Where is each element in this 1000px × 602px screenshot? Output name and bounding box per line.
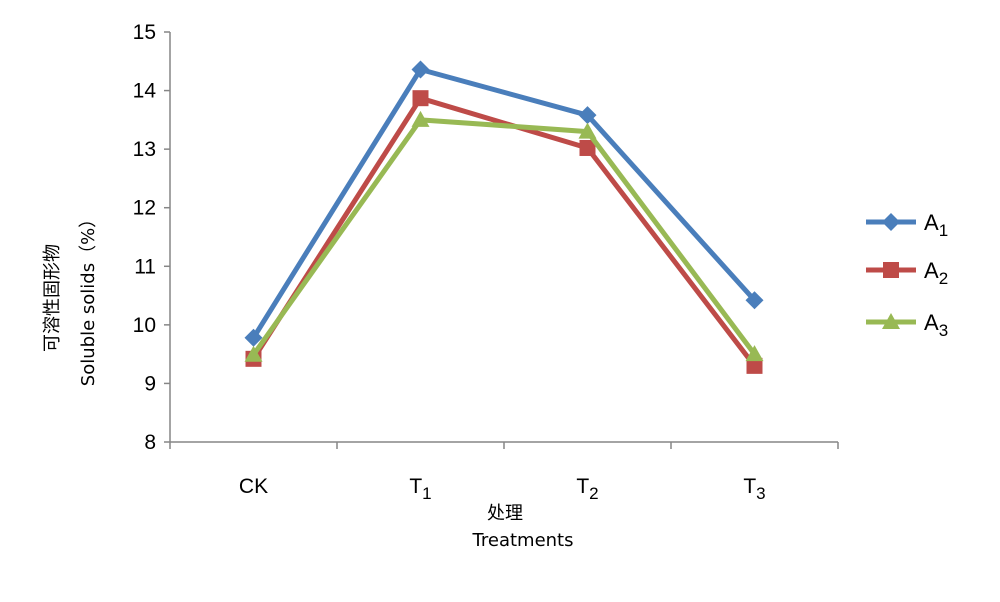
series-line-A2 (251, 95, 757, 368)
series-A1 (244, 60, 764, 347)
legend-label: A3 (924, 310, 948, 340)
x-tick-label: T1 (409, 475, 431, 503)
data-point-A3-CK (244, 345, 263, 362)
legend-item-A3: A3 (866, 310, 948, 340)
series-A3 (244, 110, 764, 362)
y-tick-label: 14 (133, 80, 157, 103)
chart-axes (164, 31, 839, 449)
x-axis-title-en: Treatments (472, 530, 574, 551)
legend-marker (882, 313, 900, 329)
y-tick-label: 13 (133, 138, 156, 161)
data-point-A3-T3 (745, 345, 764, 362)
legend-marker (882, 213, 900, 231)
y-tick-label: 8 (144, 431, 156, 454)
data-point-A1-T3 (745, 291, 764, 310)
data-point-A1-CK (244, 328, 263, 347)
data-point-A1-T1 (411, 60, 430, 79)
y-tick-label: 12 (133, 197, 156, 220)
data-point-A3-T2 (578, 122, 597, 139)
y-tick-label: 9 (144, 372, 156, 395)
data-point-A2-T1 (412, 90, 429, 107)
series-line-A1 (251, 66, 757, 340)
series-line-A3 (251, 117, 757, 357)
x-tick-label: T3 (743, 475, 765, 503)
x-tick-labels: CK T1 T2 T3 (239, 475, 766, 503)
legend: A1 A2 A3 (866, 210, 948, 340)
data-point-A2-T3 (746, 357, 763, 374)
y-tick-label: 15 (133, 21, 156, 44)
y-tick-label: 10 (133, 314, 156, 337)
y-tick-labels: 8 9 10 11 12 13 14 15 (133, 21, 157, 454)
legend-label: A1 (924, 210, 948, 240)
y-tick-label: 11 (134, 255, 156, 278)
series-group (244, 60, 764, 374)
x-axis-title-cn: 处理 (487, 503, 523, 524)
data-point-A3-T1 (411, 110, 430, 127)
x-tick-label: T2 (576, 475, 598, 503)
data-point-A1-T2 (578, 106, 597, 125)
x-tick-label: CK (239, 475, 268, 498)
data-point-A2-T2 (579, 139, 596, 156)
legend-item-A2: A2 (866, 258, 948, 288)
y-axis-title-en: Soluble solids（%） (78, 210, 99, 386)
legend-marker (883, 262, 899, 278)
legend-label: A2 (924, 258, 948, 288)
legend-item-A1: A1 (866, 210, 948, 240)
y-axis-title-cn: 可溶性固形物 (42, 244, 63, 352)
series-A2 (245, 90, 763, 374)
